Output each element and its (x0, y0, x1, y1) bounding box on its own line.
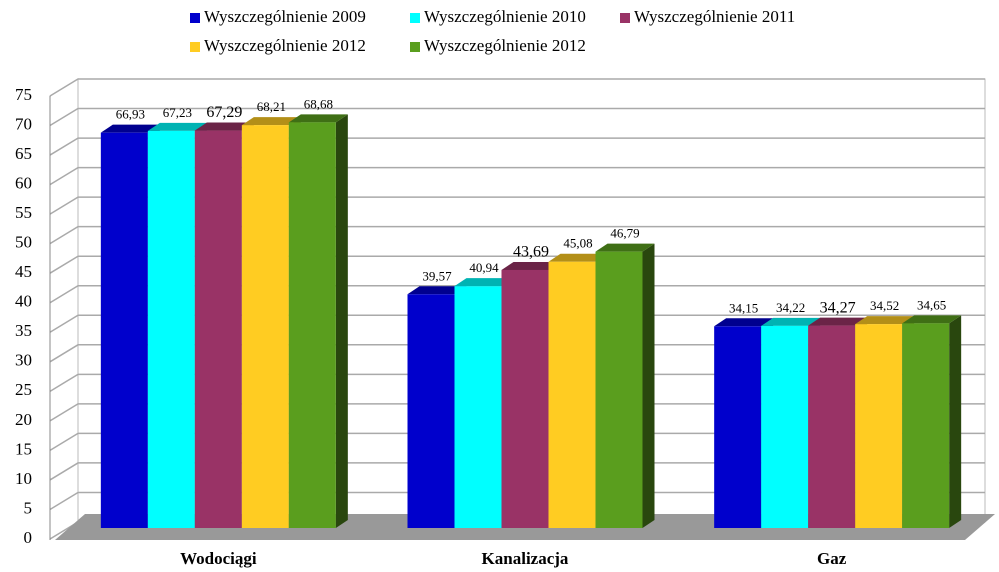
y-tick-label: 60 (15, 174, 32, 193)
bar-top (761, 317, 821, 326)
y-tick-label: 25 (15, 380, 32, 399)
grid-line (49, 137, 985, 156)
data-label: 34,65 (917, 297, 946, 312)
data-label: 46,79 (610, 226, 639, 241)
legend-swatch (190, 13, 200, 23)
bar-top (454, 278, 514, 287)
bar (100, 132, 148, 528)
grid-line (49, 344, 985, 363)
bar-top (714, 318, 774, 327)
bar-side (335, 114, 348, 528)
bar-side (642, 243, 655, 528)
bar-top (288, 114, 348, 123)
bar-top (595, 243, 655, 252)
bar-top (808, 317, 868, 326)
y-tick-label: 20 (15, 410, 32, 429)
bar-top (407, 286, 467, 295)
y-tick-label: 65 (15, 144, 32, 163)
bar (288, 122, 336, 528)
bar-top (501, 261, 561, 270)
bar (902, 323, 950, 528)
y-tick-label: 5 (24, 498, 33, 517)
x-tick-label: Gaz (817, 549, 847, 568)
y-tick-label: 30 (15, 351, 32, 370)
grid-line (49, 225, 985, 245)
y-tick-label: 70 (15, 114, 32, 133)
data-label: 34,22 (776, 300, 805, 315)
grid-line (49, 107, 985, 127)
y-tick-label: 15 (15, 439, 32, 458)
bar (808, 325, 856, 528)
data-label: 68,68 (304, 96, 333, 111)
data-label: 66,93 (116, 107, 145, 122)
grid-line (49, 78, 985, 97)
bar (147, 130, 195, 528)
y-tick-label: 35 (15, 321, 32, 340)
bar-top (147, 122, 207, 131)
data-label: 40,94 (469, 260, 499, 275)
legend-label: Wyszczególnienie 2009 (204, 7, 366, 26)
bar-top (100, 124, 160, 133)
data-label: 67,29 (206, 104, 242, 121)
grid-line (49, 166, 985, 186)
grid-line (49, 314, 985, 333)
x-tick-label: Wodociągi (180, 549, 257, 568)
bar (454, 286, 502, 528)
y-tick-label: 50 (15, 233, 32, 252)
legend-swatch (410, 13, 420, 23)
grid-line (49, 373, 985, 392)
legend-label: Wyszczególnienie 2010 (424, 7, 586, 26)
y-tick-label: 45 (15, 262, 32, 281)
y-tick-label: 10 (15, 469, 32, 488)
grid-line (49, 491, 985, 511)
x-tick-label: Kanalizacja (482, 549, 569, 568)
bar (595, 251, 643, 528)
bar (501, 269, 549, 528)
bar (194, 130, 242, 528)
bar-top (902, 315, 962, 324)
bar (548, 261, 596, 528)
data-label: 39,57 (422, 268, 452, 283)
legend-label: Wyszczególnienie 2012 (204, 36, 366, 55)
data-label: 34,27 (820, 299, 856, 316)
side-wall (49, 78, 79, 540)
grid-line (49, 462, 985, 481)
y-tick-label: 40 (15, 292, 32, 311)
data-label: 34,15 (729, 300, 758, 315)
data-label: 68,21 (257, 99, 286, 114)
grid-line (49, 432, 985, 452)
bar (855, 324, 903, 528)
y-tick-label: 75 (15, 85, 32, 104)
legend-swatch (620, 13, 630, 23)
legend-swatch (410, 42, 420, 52)
bar (407, 294, 455, 528)
bar (714, 326, 762, 528)
data-label: 67,23 (163, 105, 192, 120)
bar-top (855, 316, 915, 325)
bar (761, 325, 809, 528)
legend-label: Wyszczególnienie 2011 (634, 7, 795, 26)
data-label: 43,69 (513, 244, 549, 261)
legend-label: Wyszczególnienie 2012 (424, 36, 586, 55)
bar (241, 125, 289, 529)
y-tick-label: 0 (24, 528, 33, 547)
y-tick-label: 55 (15, 203, 32, 222)
grid-line (49, 284, 985, 304)
grid-line (49, 403, 985, 422)
data-label: 45,08 (563, 236, 592, 251)
bar-top (241, 117, 301, 126)
data-label: 34,52 (870, 298, 899, 313)
bar-top (194, 122, 254, 131)
bar-side (949, 315, 962, 528)
grid-line (49, 196, 985, 215)
legend-swatch (190, 42, 200, 52)
bar-top (548, 253, 608, 262)
grid-line (49, 255, 985, 274)
